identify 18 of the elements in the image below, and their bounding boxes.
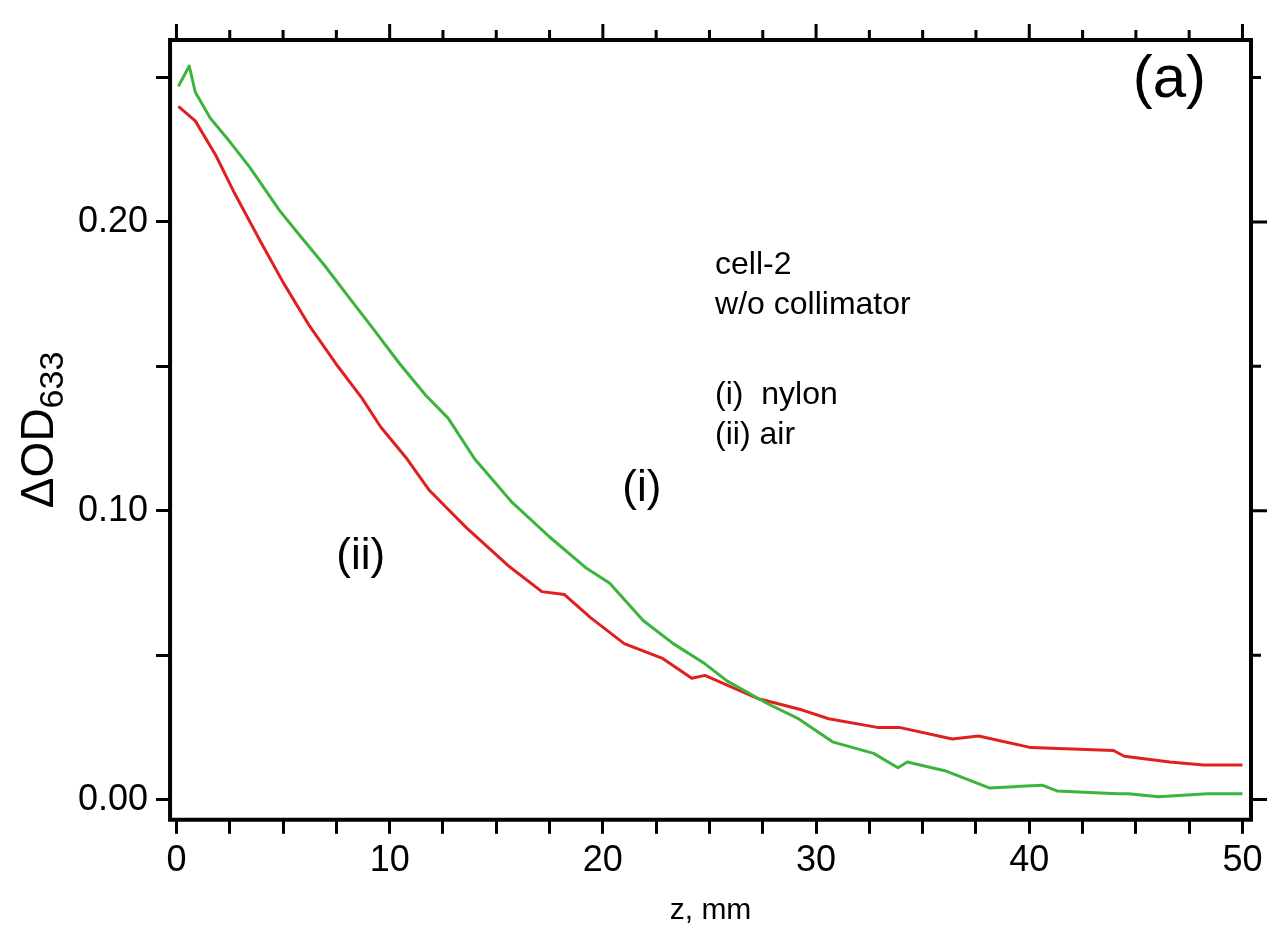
x-tick-label: 40	[1009, 838, 1050, 880]
y-tick-label: 0.20	[77, 198, 149, 240]
y-axis-title: ΔOD633	[10, 351, 71, 509]
x-tick-label: 0	[166, 838, 187, 880]
series-label: (ii)	[336, 529, 386, 579]
y-tick-label: 0.10	[77, 487, 149, 529]
x-axis-title: z, mm	[669, 892, 752, 926]
annotation: (i) nylon	[715, 374, 838, 411]
x-tick-label: 20	[582, 838, 623, 880]
x-tick-label: 30	[796, 838, 837, 880]
series-label: (i)	[622, 460, 662, 510]
annotation: w/o collimator	[714, 284, 912, 321]
annotation: (ii) air	[715, 414, 796, 451]
x-tick-label: 50	[1222, 838, 1263, 880]
y-tick-label: 0.00	[77, 776, 149, 818]
annotation: cell-2	[715, 244, 792, 281]
chart-title: (a)	[1132, 42, 1206, 110]
x-tick-label: 10	[369, 838, 410, 880]
